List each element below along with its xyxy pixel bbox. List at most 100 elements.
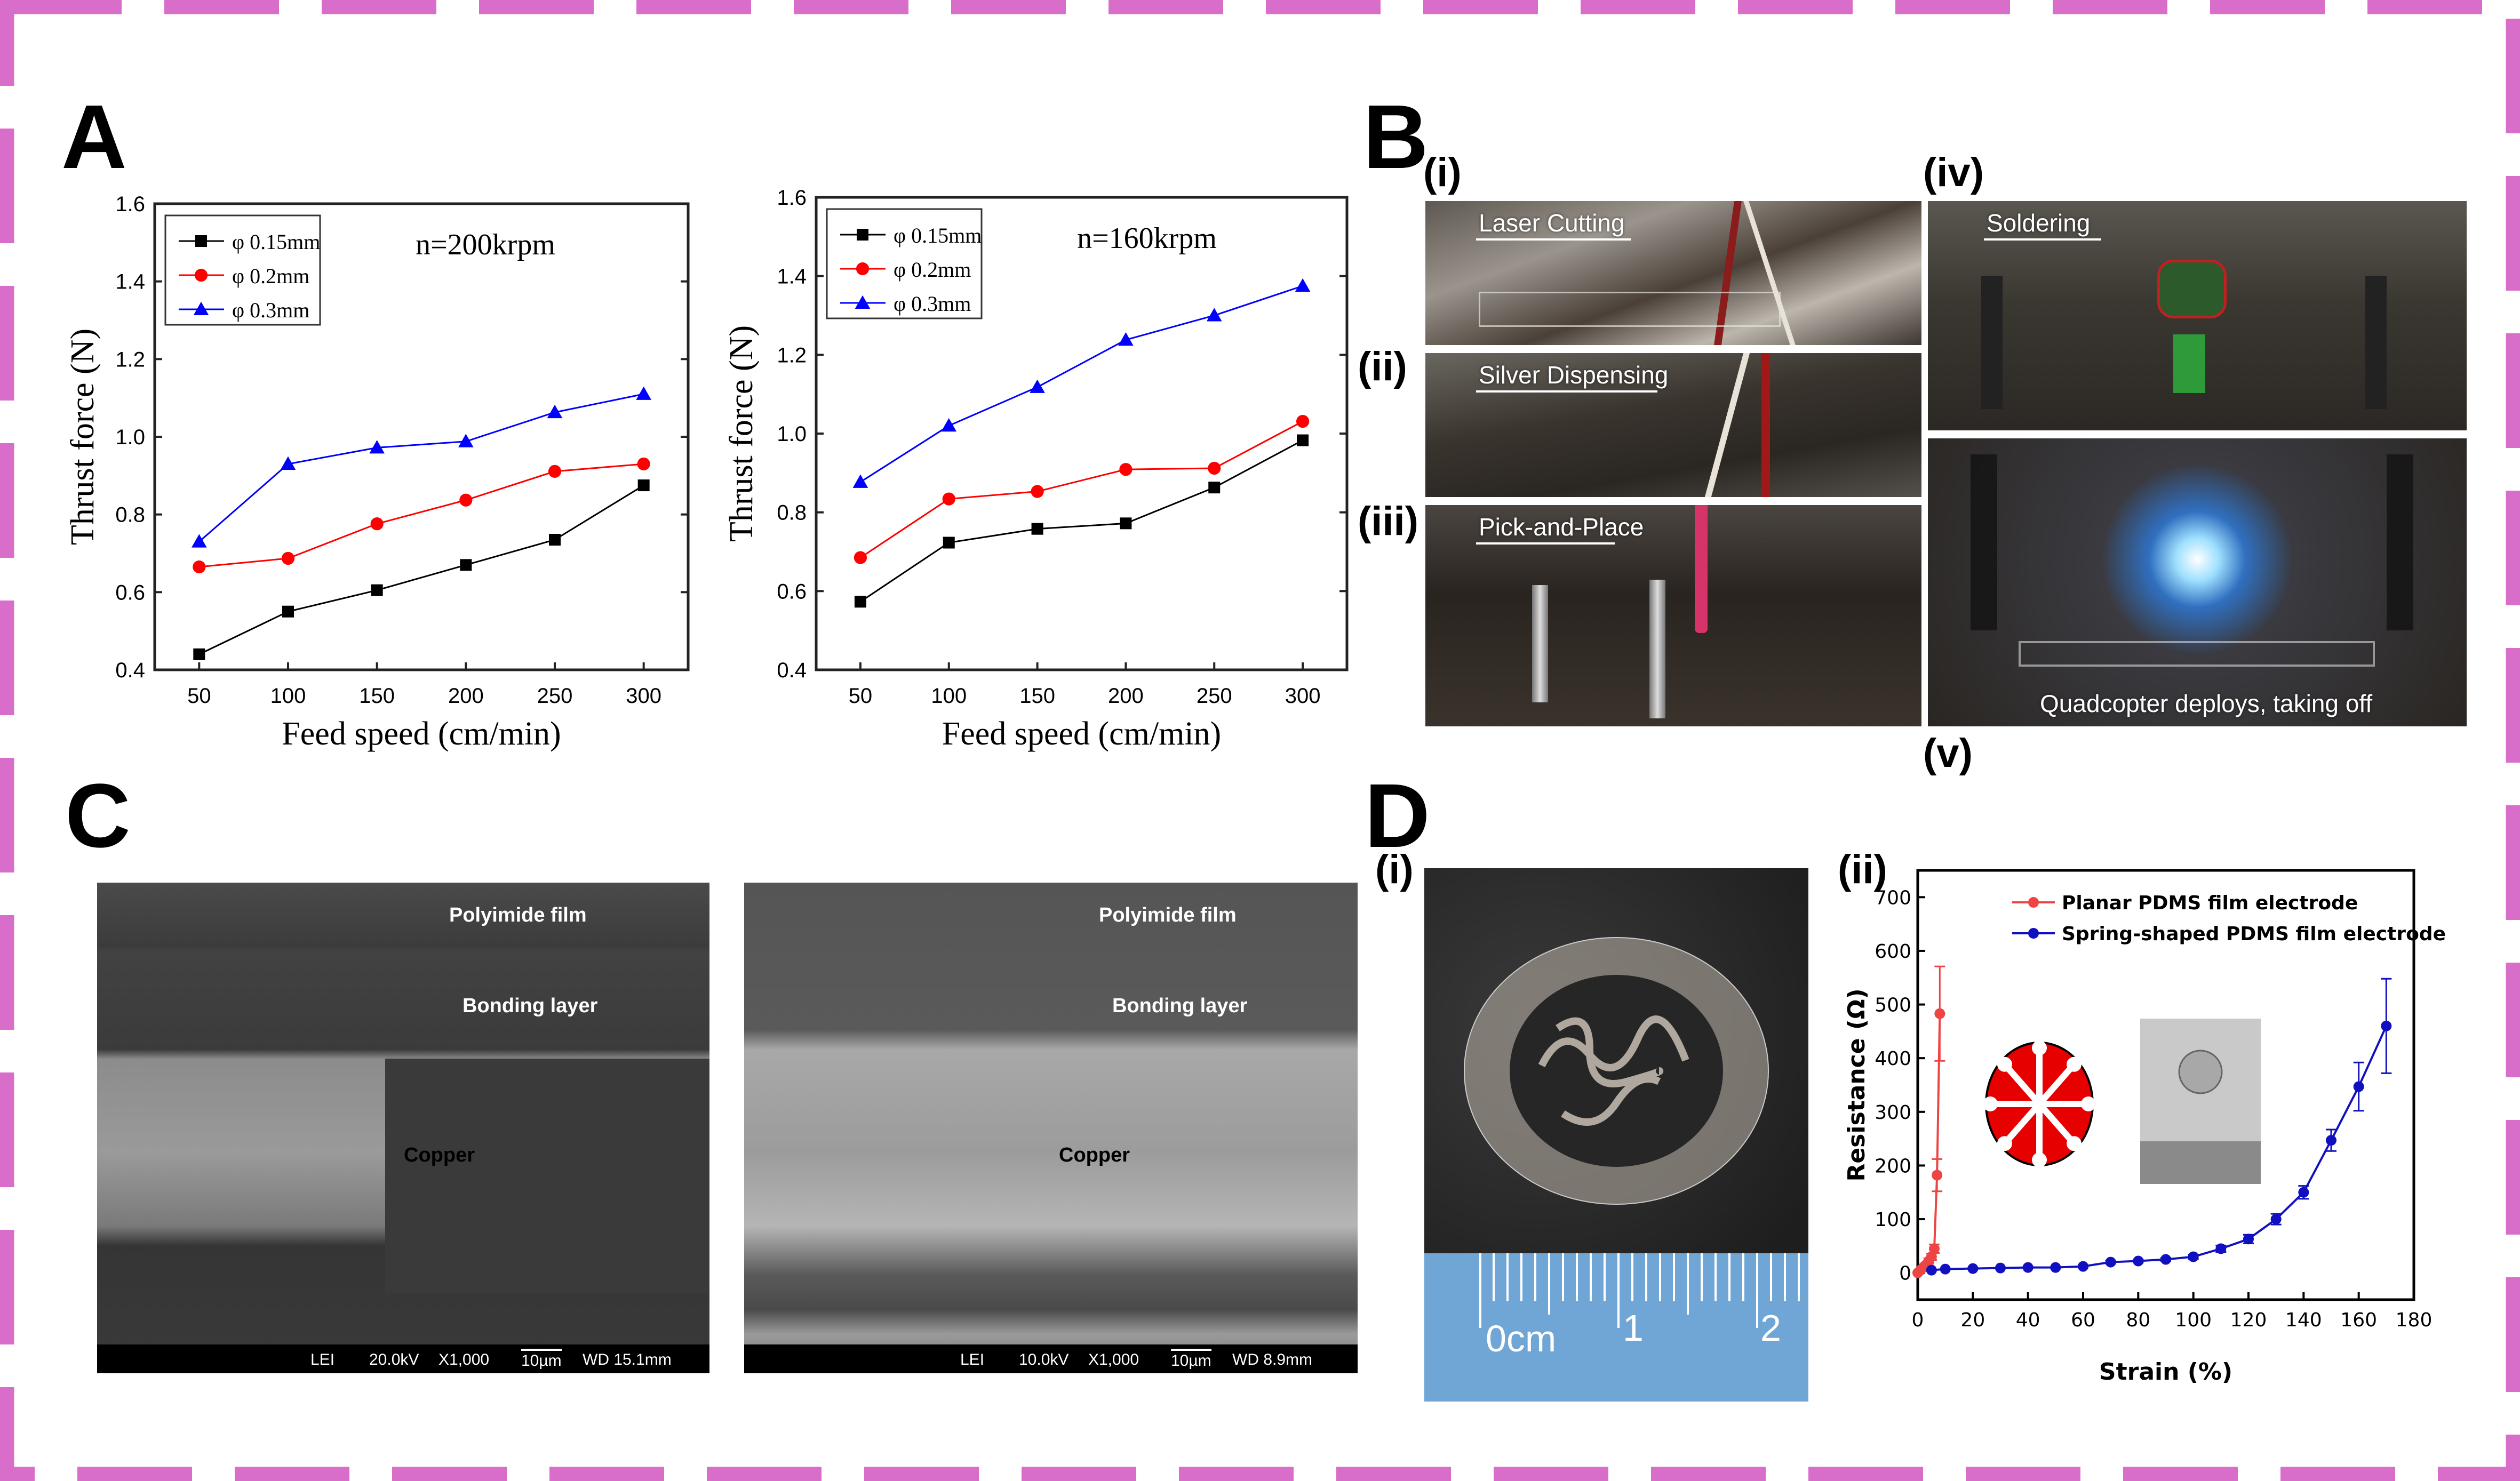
panel-letter-b: B bbox=[1363, 86, 1429, 188]
x-tick-label: 150 bbox=[359, 684, 395, 708]
marker-circle bbox=[1934, 1008, 1945, 1019]
marker-circle bbox=[2381, 1020, 2392, 1031]
marker-circle bbox=[2078, 1261, 2088, 1272]
marker-circle bbox=[459, 493, 473, 507]
legend: φ 0.15mm φ 0.2mm φ 0.3mm bbox=[826, 208, 983, 319]
sub-label-d-ii: (ii) bbox=[1838, 847, 1887, 892]
sem-mode: LEI bbox=[960, 1351, 985, 1368]
x-tick-label: 50 bbox=[849, 684, 873, 708]
panel-letter-d: D bbox=[1365, 765, 1430, 867]
marker-square bbox=[371, 584, 383, 596]
marker-circle bbox=[1995, 1262, 2006, 1274]
y-axis-label: Resistance (Ω) bbox=[1843, 988, 1870, 1181]
y-tick-label: 1.0 bbox=[777, 422, 807, 446]
marker-circle bbox=[856, 262, 870, 276]
marker-square bbox=[460, 559, 472, 571]
marker-square bbox=[1031, 523, 1043, 535]
series-line bbox=[852, 278, 1311, 488]
y-tick-label: 0.8 bbox=[115, 503, 145, 527]
marker-square bbox=[549, 534, 561, 546]
stretching-rig-photo bbox=[2140, 1019, 2261, 1184]
marker-circle bbox=[942, 492, 955, 506]
series-line bbox=[1912, 965, 1945, 1278]
marker-circle bbox=[194, 268, 208, 282]
caption-laser-cutting: Laser Cutting bbox=[1479, 209, 1625, 237]
marker-circle bbox=[2326, 1135, 2336, 1146]
x-tick-label: 100 bbox=[2175, 1309, 2212, 1331]
chart-resistance-vs-strain: 0 100 200 300 400 500 600 700 0 20 40 60 80 100 120 140… bbox=[1843, 869, 2446, 1386]
chart-title: n=160krpm bbox=[1077, 222, 1217, 255]
marker-square bbox=[1208, 482, 1221, 494]
marker-circle bbox=[1932, 1170, 1943, 1181]
step-label-ii: (ii) bbox=[1358, 344, 1407, 389]
marker-circle bbox=[2022, 1262, 2033, 1273]
y-tick-label: 1.0 bbox=[115, 426, 145, 449]
chart-thrust-160krpm: 0.4 0.6 0.8 1.0 1.2 1.4 1.6 50 100 150 200 250 300 Fe… bbox=[723, 186, 1349, 752]
marker-circle bbox=[2105, 1256, 2116, 1268]
marker-circle bbox=[2188, 1251, 2199, 1262]
marker-circle bbox=[370, 517, 384, 531]
ruler-ticks bbox=[1479, 1253, 1800, 1328]
caption-quadcopter-deploys: Quadcopter deploys, taking off bbox=[2040, 690, 2373, 717]
x-tick-label: 200 bbox=[1108, 684, 1144, 708]
x-tick-label: 300 bbox=[1285, 684, 1321, 708]
sem-info-bar: LEI 10.0kV X1,000 10µm WD 8.9mm bbox=[744, 1344, 1358, 1373]
marker-square bbox=[1120, 517, 1132, 530]
marker-circle bbox=[2050, 1262, 2061, 1273]
y-tick-label: 300 bbox=[1875, 1102, 1911, 1124]
marker-circle bbox=[1926, 1264, 1937, 1276]
sem-magnification: X1,000 bbox=[1088, 1351, 1139, 1368]
marker-circle bbox=[281, 551, 295, 565]
chart-thrust-200krpm: 0.4 0.6 0.8 1.0 1.2 1.4 1.6 50 100 150 200 250 300 Fe… bbox=[65, 193, 690, 752]
label-copper: Copper bbox=[404, 1144, 475, 1166]
y-tick-label: 0.8 bbox=[777, 501, 807, 525]
y-tick-label: 100 bbox=[1875, 1209, 1911, 1231]
sem-working-distance: WD 15.1mm bbox=[583, 1351, 672, 1368]
series-line bbox=[854, 415, 1310, 564]
y-tick-label: 1.4 bbox=[115, 270, 145, 294]
legend-entry: φ 0.3mm bbox=[232, 298, 309, 322]
label-bonding-layer: Bonding layer bbox=[1112, 995, 1248, 1017]
y-axis-label: Thrust force (N) bbox=[65, 329, 101, 545]
legend-entry: φ 0.2mm bbox=[232, 264, 309, 288]
y-tick-label: 0 bbox=[1899, 1263, 1911, 1285]
chart-title: n=200krpm bbox=[416, 228, 555, 261]
legend-entry: φ 0.15mm bbox=[894, 223, 982, 247]
sem-scale: 10µm bbox=[521, 1349, 562, 1370]
x-tick-label: 100 bbox=[270, 684, 306, 708]
x-tick-label: 160 bbox=[2340, 1309, 2377, 1331]
marker-triangle bbox=[458, 434, 474, 447]
marker-square bbox=[943, 537, 955, 549]
x-tick-label: 120 bbox=[2230, 1309, 2267, 1331]
x-tick-label: 80 bbox=[2126, 1309, 2150, 1331]
y-tick-label: 1.6 bbox=[115, 193, 145, 216]
sem-scale: 10µm bbox=[1171, 1349, 1211, 1370]
marker-square bbox=[195, 235, 207, 247]
ruler-label-1: 1 bbox=[1623, 1307, 1644, 1349]
marker-triangle bbox=[369, 440, 385, 454]
photo-laser-cutting: Laser Cutting bbox=[1425, 201, 1921, 345]
marker-triangle bbox=[941, 418, 957, 432]
marker-circle bbox=[1940, 1263, 1951, 1275]
marker-triangle bbox=[1295, 278, 1311, 292]
marker-circle bbox=[1296, 415, 1310, 428]
spring-electrode-illustration bbox=[1464, 937, 1769, 1205]
caption-silver-dispensing: Silver Dispensing bbox=[1479, 361, 1669, 389]
marker-square bbox=[282, 605, 294, 618]
marker-circle bbox=[854, 551, 867, 564]
x-tick-label: 150 bbox=[1019, 684, 1055, 708]
x-tick-label: 50 bbox=[187, 684, 211, 708]
label-bonding-layer: Bonding layer bbox=[462, 995, 598, 1017]
series-line bbox=[193, 457, 650, 574]
marker-triangle bbox=[193, 301, 209, 315]
x-tick-label: 300 bbox=[626, 684, 661, 708]
marker-triangle bbox=[192, 534, 207, 548]
y-tick-label: 0.6 bbox=[115, 581, 145, 604]
sem-working-distance: WD 8.9mm bbox=[1232, 1351, 1312, 1368]
marker-square bbox=[1297, 434, 1309, 446]
step-label-iv: (iv) bbox=[1923, 150, 1984, 195]
photo-silver-dispensing: Silver Dispensing bbox=[1425, 353, 1921, 497]
x-axis-label: Strain (%) bbox=[2099, 1358, 2232, 1386]
caption-pick-and-place: Pick-and-Place bbox=[1479, 513, 1644, 541]
step-label-iii: (iii) bbox=[1358, 499, 1418, 544]
